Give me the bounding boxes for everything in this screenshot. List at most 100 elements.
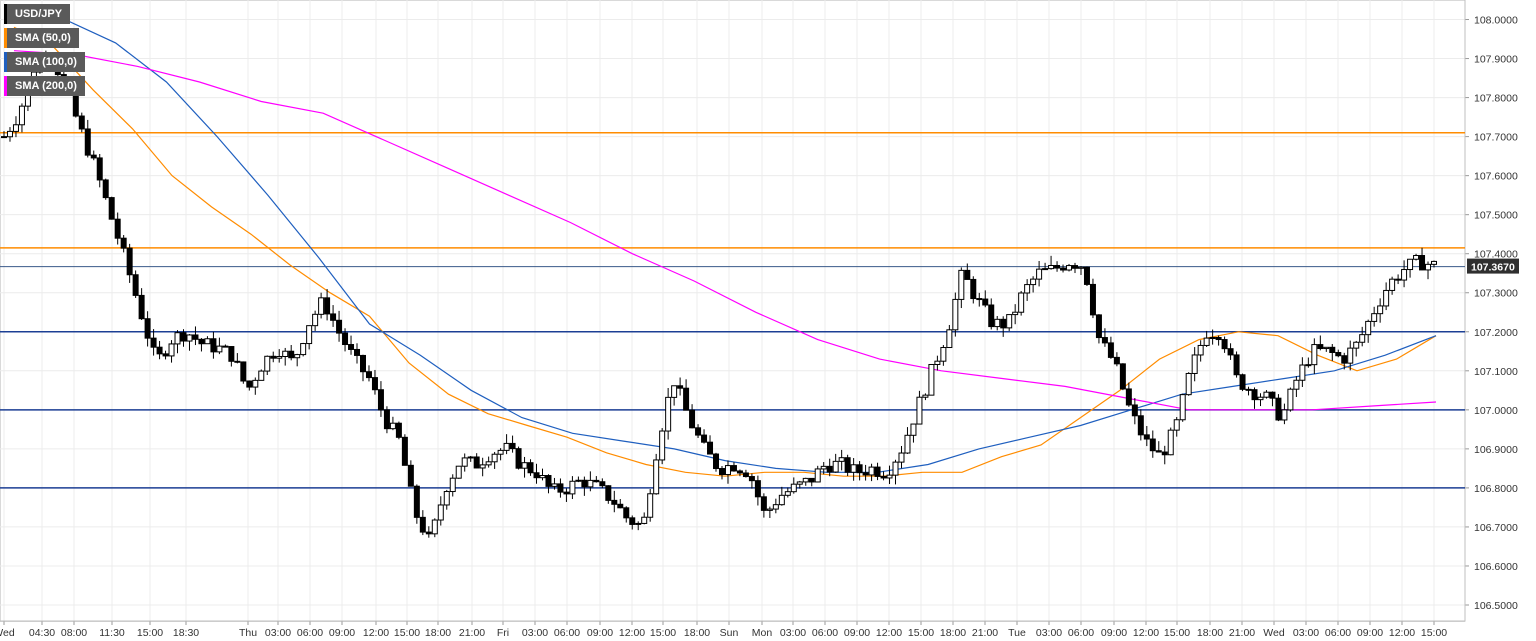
candle-body-down — [874, 466, 881, 477]
legend-swatch — [4, 28, 7, 48]
candle-body-down — [1221, 339, 1228, 350]
candle-body-up — [282, 350, 289, 357]
candle — [976, 292, 983, 307]
candle-body-up — [1167, 429, 1174, 456]
candle-body-down — [611, 499, 618, 505]
legend-item-usdjpy[interactable]: USD/JPY — [4, 4, 71, 24]
candle-body-up — [653, 459, 660, 495]
candle — [365, 365, 372, 382]
candlesticks — [1, 50, 1437, 538]
candle — [527, 459, 534, 476]
candle-body-down — [132, 274, 139, 296]
candle — [689, 404, 696, 429]
candle-body-down — [605, 485, 612, 501]
x-tick-label: 15:00 — [137, 627, 163, 639]
candle-body-down — [1125, 388, 1132, 406]
candle — [1251, 387, 1258, 409]
candle-body-up — [449, 477, 456, 493]
candle-body-up — [252, 379, 259, 388]
x-tick-label: 09:00 — [1101, 627, 1127, 639]
candle-body-down — [1251, 389, 1258, 401]
candle-body-up — [204, 338, 211, 345]
candle-body-up — [1383, 289, 1390, 307]
x-tick-label: 15:00 — [908, 627, 934, 639]
candle — [826, 458, 833, 477]
candle — [1413, 253, 1420, 261]
candle — [868, 463, 875, 482]
legend-item-sma-100[interactable]: SMA (100,0) — [4, 52, 85, 72]
candle-body-down — [413, 485, 420, 518]
candle-body-up — [904, 434, 911, 454]
candle-body-down — [545, 475, 552, 487]
candle — [1054, 261, 1061, 272]
candle-body-up — [820, 465, 827, 470]
candle-body-up — [946, 329, 953, 349]
candle — [216, 337, 223, 355]
candle — [126, 243, 133, 283]
candle — [1006, 314, 1013, 331]
candle-body-up — [6, 130, 13, 138]
y-tick-label: 107.8000 — [1474, 93, 1518, 105]
candle-body-up — [312, 313, 319, 327]
candle-body-down — [150, 337, 157, 348]
candle-body-down — [683, 387, 690, 411]
candle-body-down — [533, 472, 540, 479]
y-tick-label: 107.0000 — [1474, 405, 1518, 417]
x-tick-label: Tue — [1008, 627, 1026, 639]
candle-body-down — [760, 496, 767, 511]
candle — [1377, 298, 1384, 323]
candle — [1036, 261, 1043, 287]
legend-item-sma-50[interactable]: SMA (50,0) — [4, 28, 79, 48]
candle-body-up — [802, 477, 809, 483]
candle-body-down — [677, 385, 684, 389]
candle — [701, 429, 708, 444]
candle-body-down — [970, 278, 977, 300]
candle-body-down — [348, 344, 355, 350]
x-tick-label: 11:30 — [99, 627, 125, 639]
candle — [324, 289, 331, 321]
candle-body-up — [1197, 344, 1204, 356]
candle-body-down — [1054, 265, 1061, 269]
candle — [1395, 274, 1402, 285]
candle-body-down — [856, 464, 863, 474]
candle-body-down — [407, 464, 414, 487]
candle — [808, 477, 815, 487]
candle-body-down — [718, 468, 725, 476]
candle — [766, 506, 773, 519]
x-tick-label: 08:00 — [61, 627, 87, 639]
candle — [916, 390, 923, 425]
x-tick-label: 12:00 — [876, 627, 902, 639]
candle — [647, 489, 654, 522]
candle-body-down — [581, 479, 588, 488]
candle-body-down — [1, 136, 7, 139]
candle — [497, 448, 504, 461]
candle — [467, 455, 474, 462]
candle-body-up — [575, 479, 582, 482]
candle-body-up — [1425, 263, 1432, 271]
candle-body-up — [455, 465, 462, 479]
candle-body-up — [832, 460, 839, 473]
legend-swatch — [4, 52, 7, 72]
candle — [1089, 278, 1096, 319]
candle-body-up — [1030, 278, 1037, 286]
x-tick-label: 15:00 — [650, 627, 676, 639]
candle-body-down — [359, 354, 366, 373]
candle — [1263, 390, 1270, 399]
legend-label: USD/JPY — [15, 8, 63, 20]
legend-item-sma-200[interactable]: SMA (200,0) — [4, 76, 85, 96]
candle — [1167, 427, 1174, 456]
candle-body-up — [641, 516, 648, 524]
candle — [641, 512, 648, 525]
candle — [886, 465, 893, 485]
candle — [6, 127, 13, 142]
candle — [425, 526, 432, 538]
candle — [850, 458, 857, 481]
candle — [1000, 316, 1007, 337]
current-price-tag — [1467, 258, 1519, 274]
candle — [413, 484, 420, 524]
candle-body-down — [509, 442, 516, 450]
candle-body-down — [730, 465, 737, 472]
candle — [718, 466, 725, 480]
candle-body-up — [1209, 336, 1216, 339]
